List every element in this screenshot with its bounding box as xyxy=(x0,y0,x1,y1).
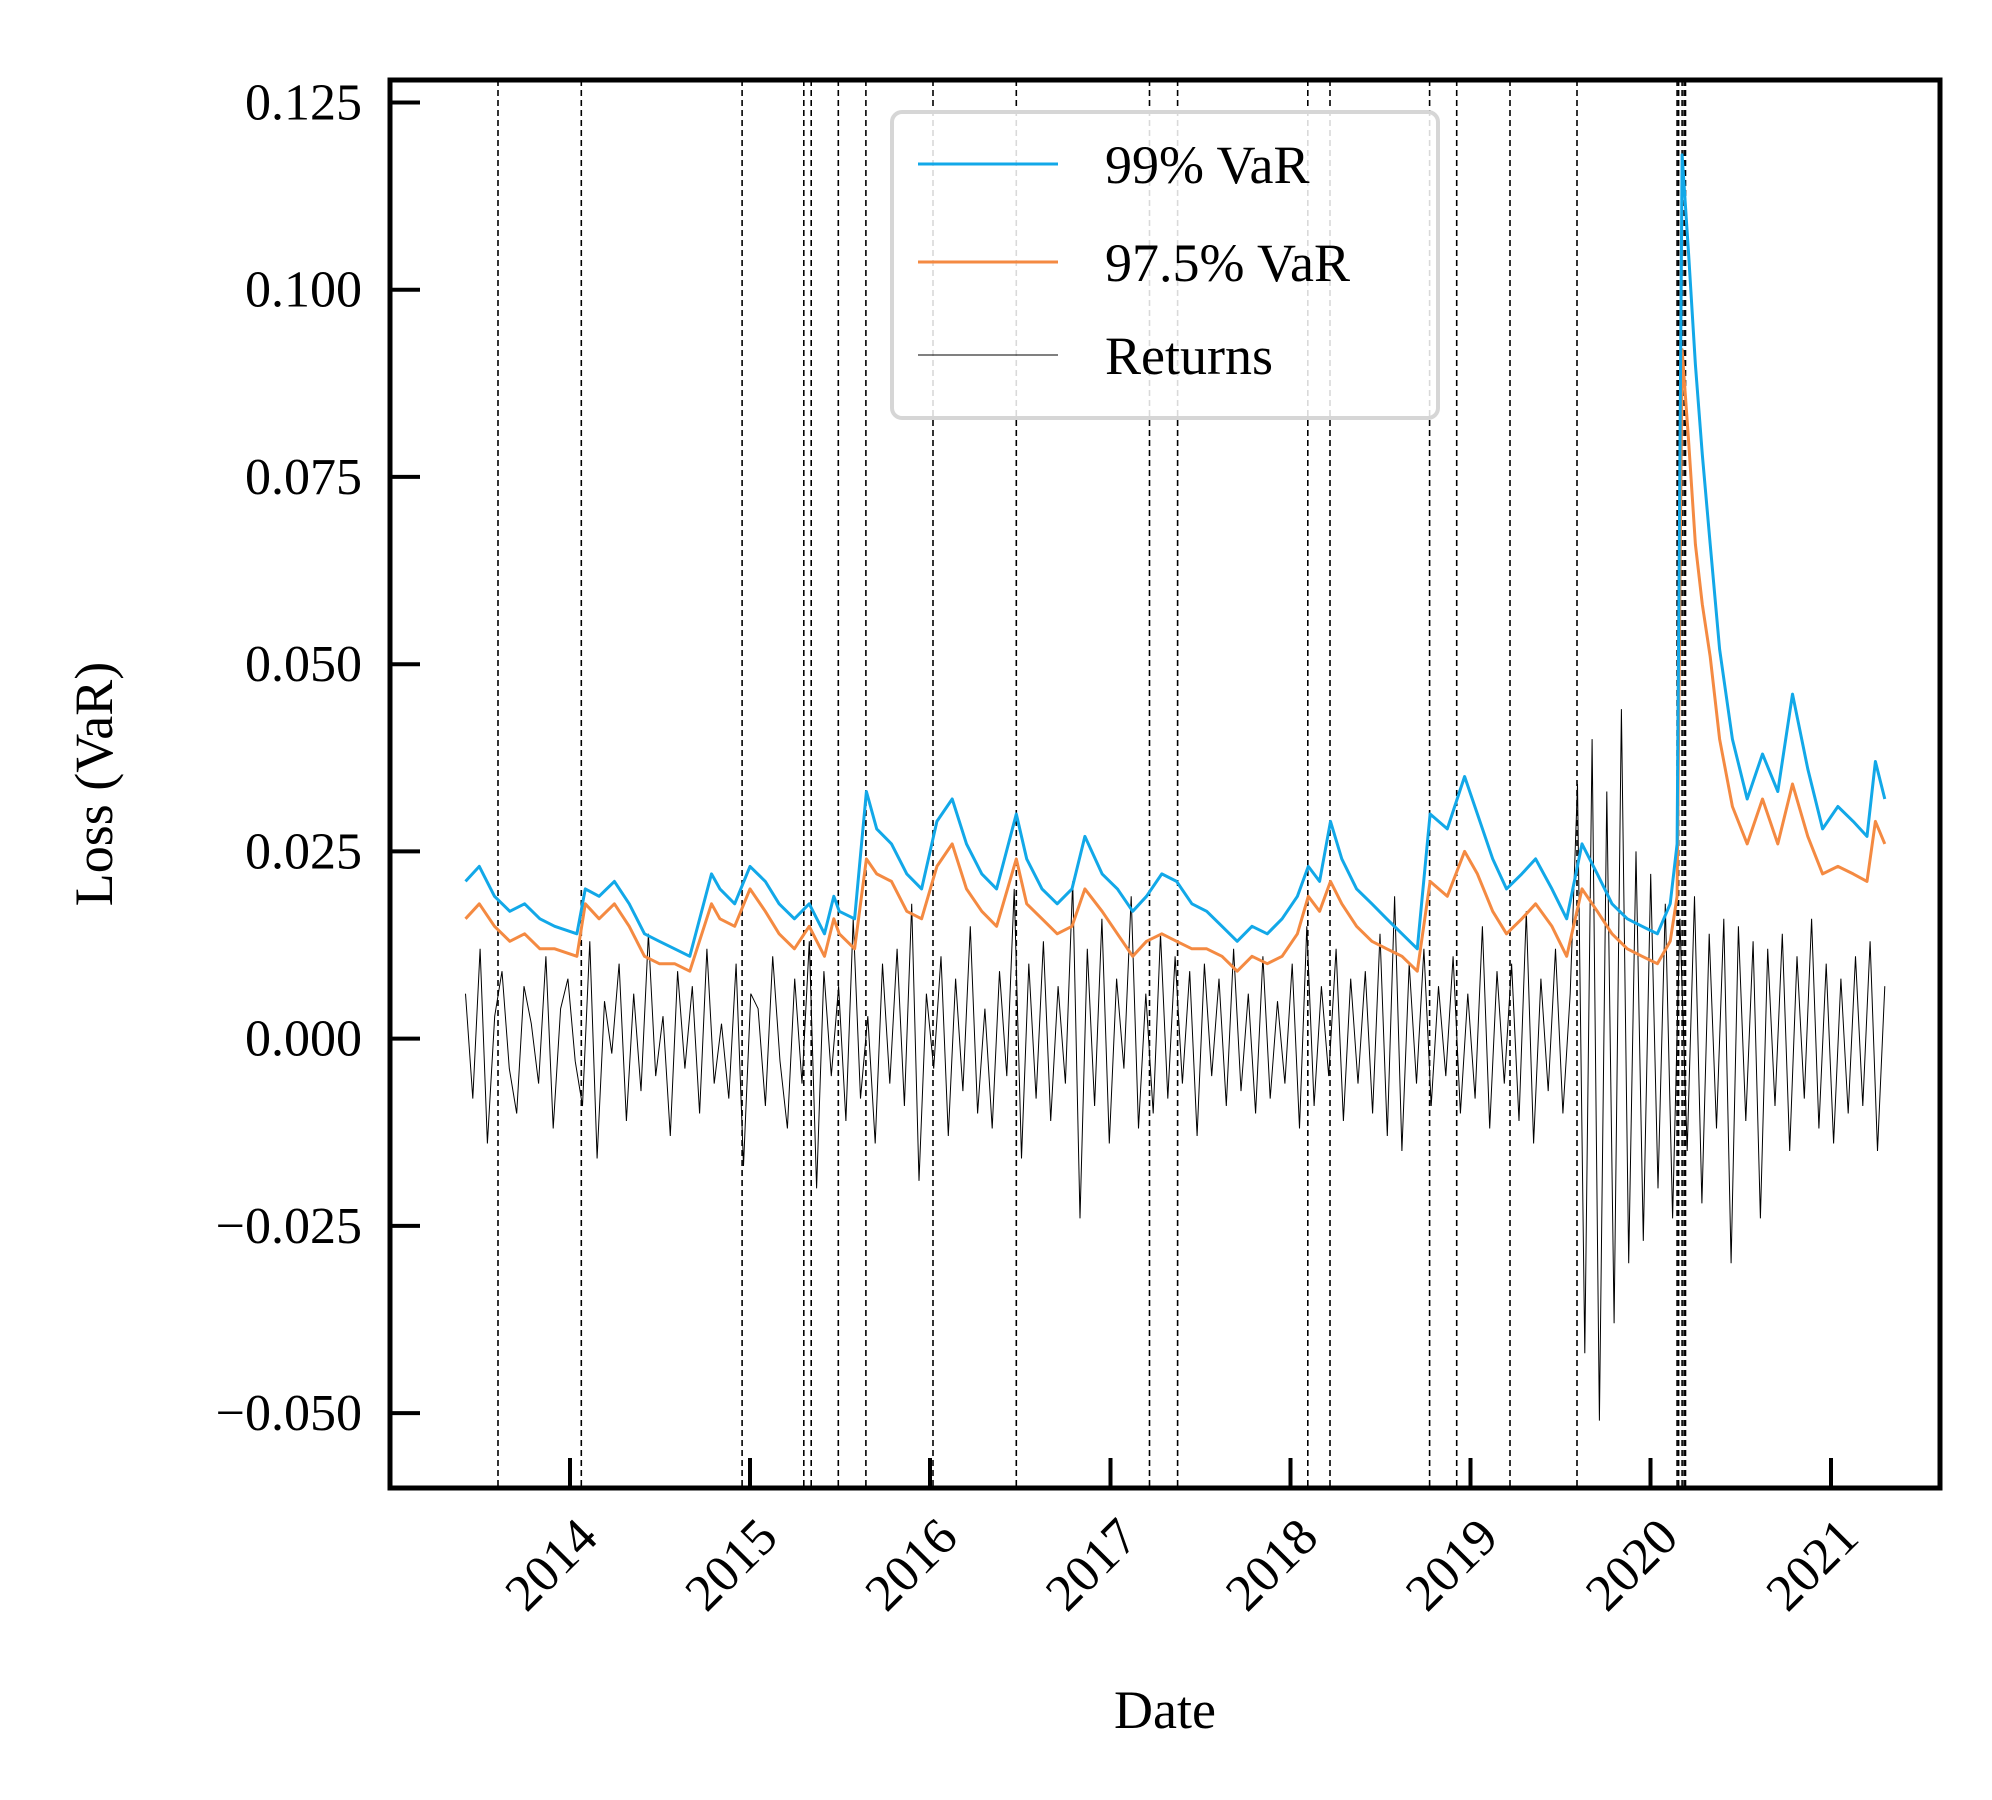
y-tick-label: 0.050 xyxy=(245,636,362,693)
plot-frame xyxy=(387,77,1943,1491)
legend-label-var975: 97.5% VaR xyxy=(1105,233,1350,293)
returns-series-layer xyxy=(465,709,1886,1421)
legend-box xyxy=(890,110,1440,420)
legend-label-returns: Returns xyxy=(1105,326,1273,386)
y-axis-label: Loss (VaR) xyxy=(64,662,124,906)
y-tick-label: 0.100 xyxy=(245,262,362,319)
y-tick-label: −0.050 xyxy=(216,1385,362,1442)
y-tick-label: 0.125 xyxy=(245,75,362,132)
x-axis-label: Date xyxy=(1114,1680,1216,1740)
legend-label-var99: 99% VaR xyxy=(1105,135,1310,195)
x-tick-label: 2020 xyxy=(1575,1508,1689,1622)
x-tick-label: 2015 xyxy=(675,1508,789,1622)
x-tick-label: 2017 xyxy=(1035,1508,1149,1622)
y-axis-ticks: 0.125 0.100 0.075 0.050 0.025 0.000 −0.025 −0.0… xyxy=(216,75,420,1442)
y-tick-label: 0.000 xyxy=(245,1011,362,1068)
y-tick-label: 0.075 xyxy=(245,449,362,506)
x-tick-label: 2018 xyxy=(1215,1508,1329,1622)
x-tick-label: 2021 xyxy=(1756,1508,1870,1622)
x-tick-label: 2019 xyxy=(1395,1508,1509,1622)
series-line-var-99 xyxy=(464,153,1887,958)
legend: 99% VaR 97.5% VaR Returns xyxy=(890,110,1440,420)
x-tick-label: 2014 xyxy=(495,1508,609,1622)
x-tick-label: 2016 xyxy=(855,1508,969,1622)
var-99-series-layer xyxy=(464,153,1887,958)
series-line-returns xyxy=(465,709,1886,1421)
x-axis-ticks: 2014 2015 2016 2017 2018 2019 2020 2021 xyxy=(495,1458,1870,1622)
y-tick-label: 0.025 xyxy=(245,823,362,880)
y-tick-label: −0.025 xyxy=(216,1198,362,1255)
